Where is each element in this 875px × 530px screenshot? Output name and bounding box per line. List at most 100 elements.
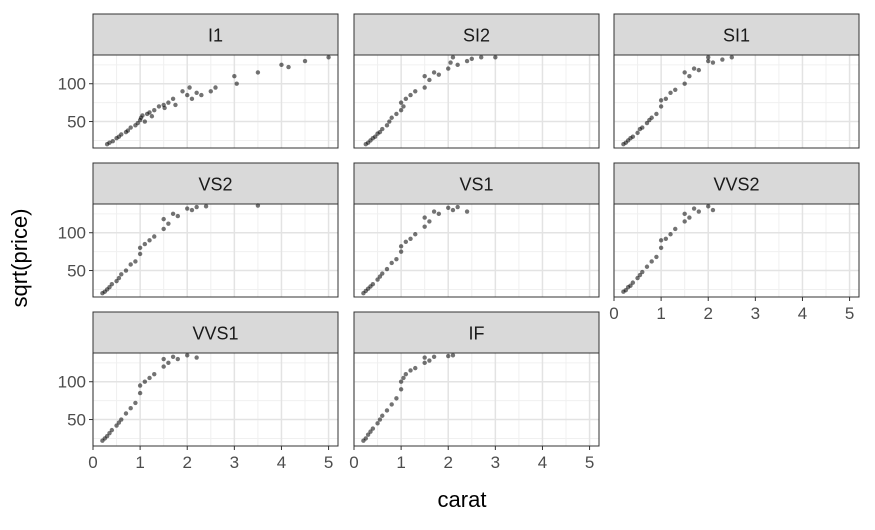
data-point [213, 85, 218, 90]
data-point [398, 387, 404, 392]
data-point [137, 390, 143, 396]
data-point [370, 426, 376, 431]
facet-strip-label: I1 [208, 26, 223, 46]
data-point [644, 120, 650, 126]
data-point [394, 396, 399, 401]
y-tick-label: 50 [67, 113, 86, 132]
data-point [152, 107, 157, 113]
data-point [450, 353, 456, 358]
data-point [114, 423, 119, 428]
x-tick-label: 3 [751, 304, 760, 323]
x-tick-label: 1 [656, 304, 665, 323]
data-point [377, 417, 383, 422]
data-point [389, 402, 394, 407]
data-point [255, 70, 261, 75]
data-point [427, 358, 432, 363]
data-point [170, 96, 176, 102]
data-point [635, 275, 640, 281]
data-point [640, 125, 645, 130]
data-point [720, 57, 725, 62]
facet-strip-label: VVS2 [713, 175, 759, 195]
data-point [658, 98, 664, 103]
data-point [107, 430, 112, 436]
data-point [133, 259, 138, 264]
data-point [493, 55, 498, 60]
data-point [142, 119, 148, 124]
data-point [446, 205, 451, 210]
data-point [377, 274, 383, 279]
data-point [687, 215, 692, 220]
data-point [170, 211, 176, 217]
data-point [137, 383, 143, 388]
data-point [152, 234, 157, 239]
data-point [123, 411, 129, 416]
data-point [384, 266, 390, 272]
facet-strip [353, 311, 600, 354]
data-point [628, 283, 633, 288]
data-point [119, 417, 124, 422]
data-point [401, 104, 406, 109]
data-point [368, 429, 373, 434]
data-point [394, 256, 399, 262]
data-point [682, 219, 687, 224]
y-tick-label: 50 [67, 262, 86, 281]
data-point [408, 368, 413, 373]
data-point [302, 58, 308, 64]
data-point [649, 259, 654, 264]
data-point [479, 55, 484, 60]
data-point [137, 245, 143, 251]
data-point [128, 405, 133, 411]
facet-panel-background [354, 55, 599, 148]
data-point [140, 113, 145, 118]
data-point [710, 207, 716, 213]
data-point [431, 70, 437, 75]
data-point [194, 204, 199, 210]
facet-panel-background [93, 353, 338, 446]
facet-strip [613, 13, 860, 56]
x-tick-label: 3 [491, 453, 500, 472]
data-point [123, 268, 129, 273]
data-point [128, 262, 133, 267]
data-point [691, 206, 697, 211]
facet-panel-border [353, 54, 600, 149]
data-point [187, 85, 192, 90]
y-tick-label: 100 [58, 373, 86, 392]
data-point [658, 245, 664, 251]
data-point [363, 436, 368, 441]
data-point [380, 413, 385, 418]
data-point [161, 364, 166, 369]
x-tick-label: 4 [277, 453, 286, 472]
data-point [398, 100, 404, 105]
data-point [706, 204, 711, 209]
data-point [161, 216, 166, 222]
data-point [185, 206, 190, 211]
data-point [427, 77, 432, 83]
data-point [185, 353, 190, 358]
data-point [189, 207, 195, 213]
facet-panel-background [354, 204, 599, 297]
data-point [640, 269, 645, 275]
data-point [658, 104, 664, 109]
facet-panel-border [92, 54, 339, 149]
data-point [116, 275, 122, 281]
data-point [166, 100, 171, 105]
x-axis-title: carat [438, 487, 487, 512]
data-point [166, 221, 171, 226]
data-point [403, 371, 409, 377]
data-point [104, 433, 110, 439]
data-point [654, 254, 659, 260]
facet-strip [92, 13, 339, 56]
data-point [370, 281, 376, 287]
facet-strip [92, 162, 339, 205]
data-point [654, 111, 659, 117]
data-point [696, 67, 702, 73]
data-point [687, 73, 692, 79]
data-point [109, 281, 115, 287]
data-point [142, 379, 148, 384]
data-point [649, 115, 654, 120]
data-point [644, 264, 650, 269]
data-point [448, 60, 453, 65]
data-point [413, 89, 418, 94]
data-point [119, 132, 124, 137]
